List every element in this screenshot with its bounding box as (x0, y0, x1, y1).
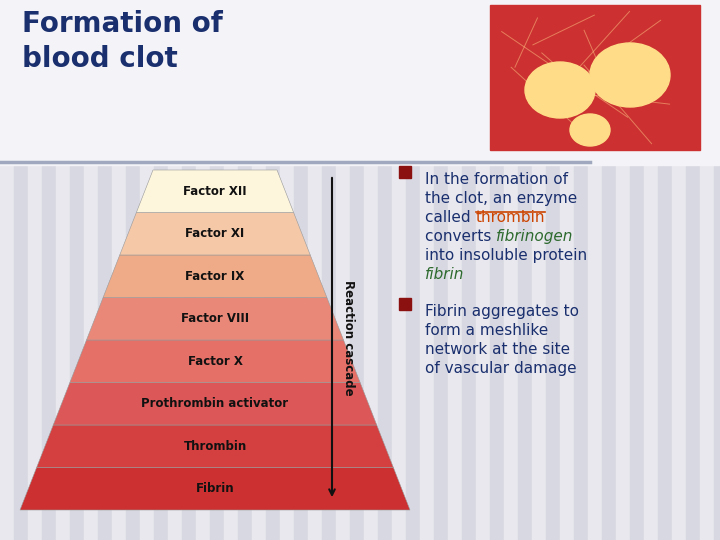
Bar (196, 0, 210, 540)
Polygon shape (136, 170, 294, 213)
Text: Factor XII: Factor XII (183, 185, 247, 198)
Bar (322, 0, 336, 540)
Bar (392, 0, 406, 540)
Ellipse shape (525, 62, 595, 118)
Bar (84, 0, 98, 540)
Bar (714, 0, 720, 540)
Bar (574, 0, 588, 540)
Bar (588, 0, 602, 540)
Bar (700, 0, 714, 540)
Bar (658, 0, 672, 540)
Text: fibrinogen: fibrinogen (496, 229, 574, 244)
Text: Reaction cascade: Reaction cascade (342, 280, 355, 395)
Bar (280, 0, 294, 540)
Ellipse shape (570, 114, 610, 146)
Bar (602, 0, 616, 540)
Bar (70, 0, 84, 540)
Text: Fibrin: Fibrin (196, 482, 234, 495)
Bar (210, 0, 224, 540)
Bar (28, 0, 42, 540)
Polygon shape (20, 468, 410, 510)
Bar (532, 0, 546, 540)
Bar (294, 0, 308, 540)
Bar (224, 0, 238, 540)
Bar (490, 5, 700, 150)
Bar (98, 0, 112, 540)
Text: of vascular damage: of vascular damage (425, 361, 577, 376)
Bar (462, 0, 476, 540)
Bar (182, 0, 196, 540)
Bar (518, 0, 532, 540)
Bar (616, 0, 630, 540)
Text: fibrin: fibrin (425, 267, 464, 282)
Text: Factor XI: Factor XI (185, 227, 245, 240)
Text: Factor VIII: Factor VIII (181, 312, 249, 325)
Bar (560, 0, 574, 540)
Text: converts: converts (425, 229, 496, 244)
Bar (644, 0, 658, 540)
Polygon shape (120, 213, 310, 255)
Bar (14, 0, 28, 540)
Bar (364, 0, 378, 540)
Text: Prothrombin activator: Prothrombin activator (141, 397, 289, 410)
Text: called: called (425, 210, 475, 225)
Bar (168, 0, 182, 540)
Bar (504, 0, 518, 540)
Bar (266, 0, 280, 540)
Polygon shape (37, 425, 393, 468)
Bar (252, 0, 266, 540)
Polygon shape (70, 340, 360, 382)
Bar (490, 0, 504, 540)
Bar (448, 0, 462, 540)
Ellipse shape (590, 43, 670, 107)
Text: network at the site: network at the site (425, 342, 570, 357)
Text: blood clot: blood clot (22, 45, 178, 73)
Bar (154, 0, 168, 540)
Bar (399, 298, 411, 310)
Bar (56, 0, 70, 540)
Text: form a meshlike: form a meshlike (425, 323, 548, 338)
Bar (630, 0, 644, 540)
Bar (546, 0, 560, 540)
Bar (126, 0, 140, 540)
Text: thrombin: thrombin (475, 210, 545, 225)
Bar (308, 0, 322, 540)
Bar (686, 0, 700, 540)
Bar (336, 0, 350, 540)
Text: In the formation of: In the formation of (425, 172, 568, 187)
Bar (238, 0, 252, 540)
Bar (672, 0, 686, 540)
Bar (476, 0, 490, 540)
Bar (420, 0, 434, 540)
Text: Thrombin: Thrombin (184, 440, 247, 453)
Bar (406, 0, 420, 540)
Bar (112, 0, 126, 540)
Text: the clot, an enzyme: the clot, an enzyme (425, 191, 577, 206)
Bar (0, 0, 720, 165)
Text: Factor X: Factor X (188, 355, 243, 368)
Bar (399, 166, 411, 178)
Text: into insoluble protein: into insoluble protein (425, 248, 587, 263)
Bar (350, 0, 364, 540)
Bar (0, 0, 14, 540)
Polygon shape (53, 382, 377, 425)
Bar (434, 0, 448, 540)
Polygon shape (103, 255, 327, 298)
Bar (140, 0, 154, 540)
Polygon shape (86, 298, 343, 340)
Bar (378, 0, 392, 540)
Bar (42, 0, 56, 540)
Text: Formation of: Formation of (22, 10, 223, 38)
Text: Factor IX: Factor IX (185, 270, 245, 283)
Text: Fibrin aggregates to: Fibrin aggregates to (425, 304, 579, 319)
